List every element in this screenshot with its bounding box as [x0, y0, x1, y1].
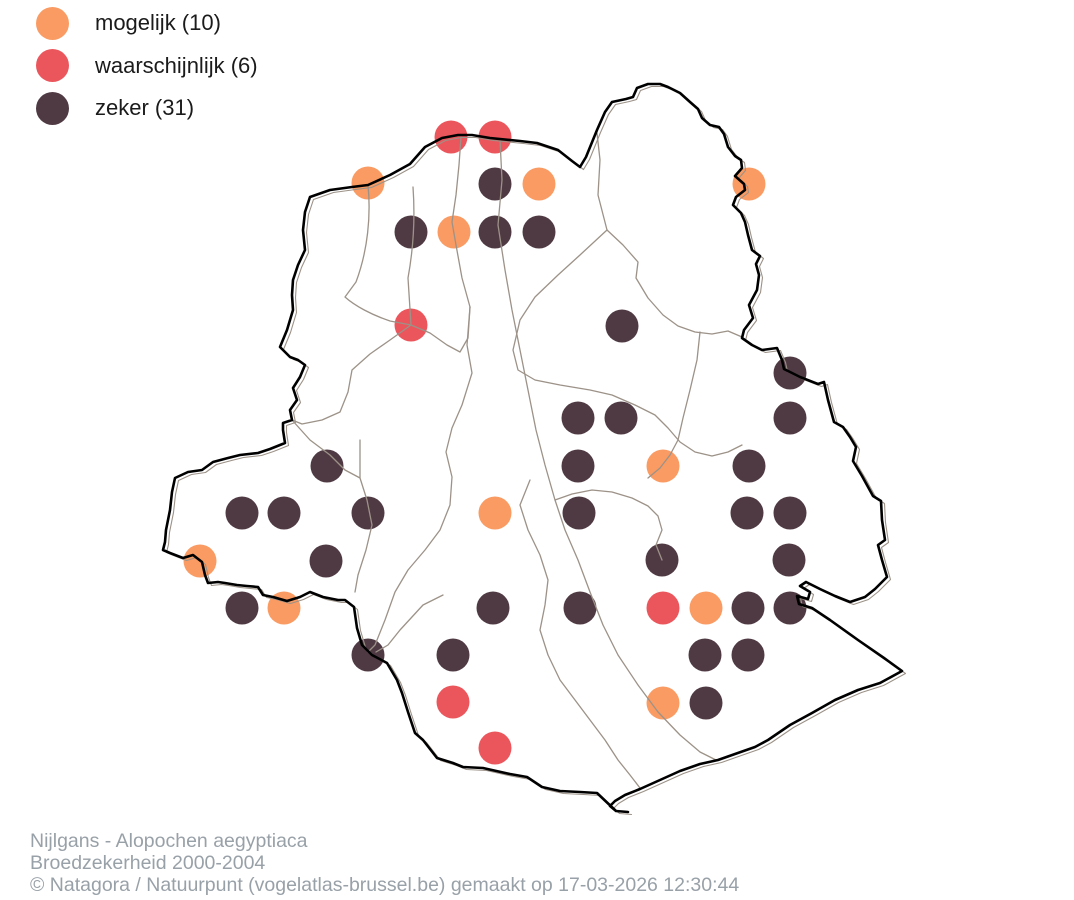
observation-dot-zeker: [773, 401, 807, 435]
observation-dot-zeker: [267, 496, 301, 530]
observation-dot-zeker: [309, 544, 343, 578]
observation-dot-mogelijk: [646, 686, 680, 720]
map-caption: Nijlgans - Alopochen aegyptiaca Broedzek…: [30, 830, 740, 896]
observation-dot-zeker: [351, 496, 385, 530]
observation-dot-zeker: [561, 449, 595, 483]
legend-swatch-zeker-icon: [36, 91, 69, 125]
observation-dot-zeker: [732, 449, 766, 483]
observation-dot-zeker: [731, 638, 765, 672]
observation-dot-zeker: [561, 401, 595, 435]
observation-dot-zeker: [225, 591, 259, 625]
observation-dot-zeker: [563, 591, 597, 625]
observation-dot-zeker: [522, 215, 556, 249]
caption-subtitle: Broedzekerheid 2000-2004: [30, 851, 266, 874]
observation-dot-zeker: [436, 638, 470, 672]
observation-dot-zeker: [478, 167, 512, 201]
legend-label-waarschijnlijk: waarschijnlijk (6): [95, 52, 258, 78]
observation-dot-mogelijk: [478, 496, 512, 530]
legend-item-zeker: zeker (31): [36, 87, 258, 130]
observation-dot-mogelijk: [689, 591, 723, 625]
caption-credit: © Natagora / Natuurpunt (vogelatlas-brus…: [30, 873, 740, 896]
observation-dot-zeker: [478, 215, 512, 249]
observation-dot-zeker: [476, 591, 510, 625]
observation-dot-waarschijnlijk: [646, 591, 680, 625]
observation-dot-zeker: [772, 543, 806, 577]
legend-label-mogelijk: mogelijk (10): [95, 10, 221, 36]
observation-dot-zeker: [310, 449, 344, 483]
observation-dot-zeker: [731, 591, 765, 625]
legend-item-waarschijnlijk: waarschijnlijk (6): [36, 45, 258, 88]
observation-dot-zeker: [394, 215, 428, 249]
legend: mogelijk (10) waarschijnlijk (6) zeker (…: [36, 2, 258, 130]
observation-dot-waarschijnlijk: [436, 685, 470, 719]
observation-dot-zeker: [605, 309, 639, 343]
observation-dot-zeker: [225, 496, 259, 530]
municipal-boundaries: [291, 132, 743, 789]
observation-dot-zeker: [730, 496, 764, 530]
observation-dot-mogelijk: [351, 166, 385, 200]
observation-dot-zeker: [773, 496, 807, 530]
observation-dot-zeker: [604, 401, 638, 435]
observation-dot-zeker: [562, 496, 596, 530]
legend-item-mogelijk: mogelijk (10): [36, 2, 258, 45]
observation-dot-waarschijnlijk: [478, 731, 512, 765]
region-outline: [161, 82, 904, 814]
legend-swatch-mogelijk-icon: [36, 6, 69, 40]
observation-dot-mogelijk: [646, 449, 680, 483]
observation-dot-zeker: [351, 638, 385, 672]
observation-dot-mogelijk: [522, 167, 556, 201]
legend-label-zeker: zeker (31): [95, 95, 195, 121]
legend-swatch-waarschijnlijk-icon: [36, 49, 69, 83]
species-title: Nijlgans - Alopochen aegyptiaca: [30, 830, 308, 852]
observation-dot-zeker: [688, 638, 722, 672]
observation-dot-waarschijnlijk: [478, 120, 512, 154]
observation-dots: [183, 120, 807, 765]
observation-dot-zeker: [689, 686, 723, 720]
